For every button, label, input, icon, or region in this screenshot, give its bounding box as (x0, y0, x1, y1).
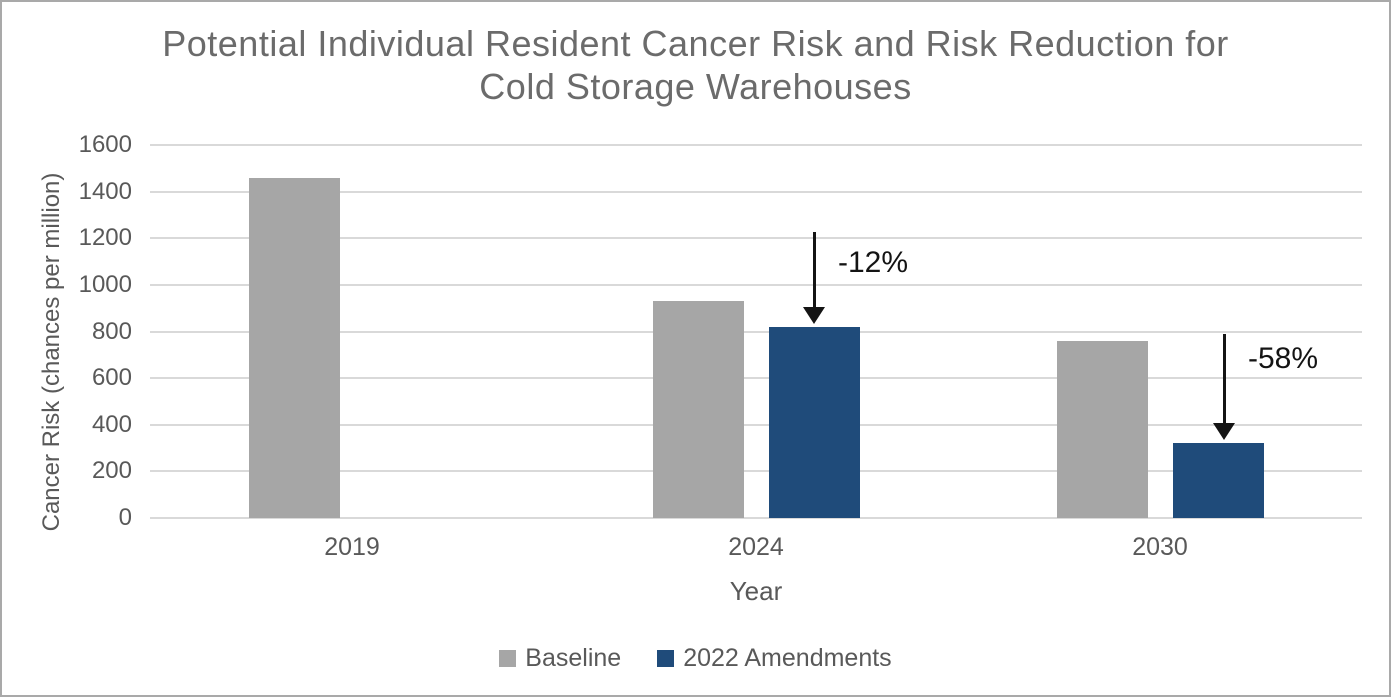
y-tick-label-1200: 1200 (78, 224, 132, 252)
gridline-1400 (150, 190, 1362, 193)
gridline-200 (150, 470, 1362, 473)
legend-swatch-2022-amendments (657, 649, 675, 667)
chart-title-line-1: Potential Individual Resident Cancer Ris… (162, 23, 1229, 64)
chart-title: Potential Individual Resident Cancer Ris… (2, 22, 1389, 108)
x-tick-label-2019: 2019 (324, 533, 380, 561)
annotation-arrow-stem-2 (1222, 334, 1226, 427)
gridline-600 (150, 377, 1362, 380)
y-tick-label-400: 400 (91, 410, 132, 438)
gridline-800 (150, 330, 1362, 333)
y-tick-label-1400: 1400 (78, 177, 132, 205)
x-tick-label-2030: 2030 (1132, 533, 1188, 561)
y-tick-label-0: 0 (118, 504, 132, 531)
annotation-label-2: -58% (1248, 342, 1319, 376)
bar-2022-amendments-2030 (1172, 443, 1264, 518)
gridline-400 (150, 423, 1362, 426)
y-tick-label-200: 200 (91, 457, 132, 485)
annotation-label-1: -12% (838, 245, 909, 279)
x-axis-title: Year (729, 576, 783, 606)
bar-2022-amendments-2024 (768, 326, 860, 518)
annotation-arrow-head-2 (1213, 423, 1235, 441)
chart-title-line-2: Cold Storage Warehouses (479, 66, 912, 107)
y-tick-label-1600: 1600 (78, 131, 132, 158)
annotation-arrow-stem-1 (812, 231, 816, 310)
y-tick-label-800: 800 (91, 317, 132, 345)
bar-baseline-2019 (248, 177, 340, 518)
annotation-arrow-head-1 (803, 306, 825, 324)
y-tick-label-600: 600 (91, 364, 132, 392)
legend-item-2022-amendments: 2022 Amendments (657, 644, 892, 672)
legend-label-2022-amendments: 2022 Amendments (683, 644, 892, 672)
gridline-1200 (150, 237, 1362, 240)
bar-baseline-2030 (1056, 340, 1148, 518)
bar-baseline-2024 (652, 301, 744, 518)
legend-item-baseline: Baseline (499, 645, 621, 671)
y-tick-label-1000: 1000 (78, 270, 132, 298)
gridline-0 (150, 517, 1362, 519)
gridline-1600 (150, 144, 1362, 146)
gridline-1000 (150, 283, 1362, 286)
x-tick-label-2024: 2024 (728, 533, 784, 561)
legend-swatch-baseline (499, 649, 517, 667)
legend: Baseline 2022 Amendments (2, 645, 1389, 671)
legend-label-baseline: Baseline (525, 644, 622, 672)
